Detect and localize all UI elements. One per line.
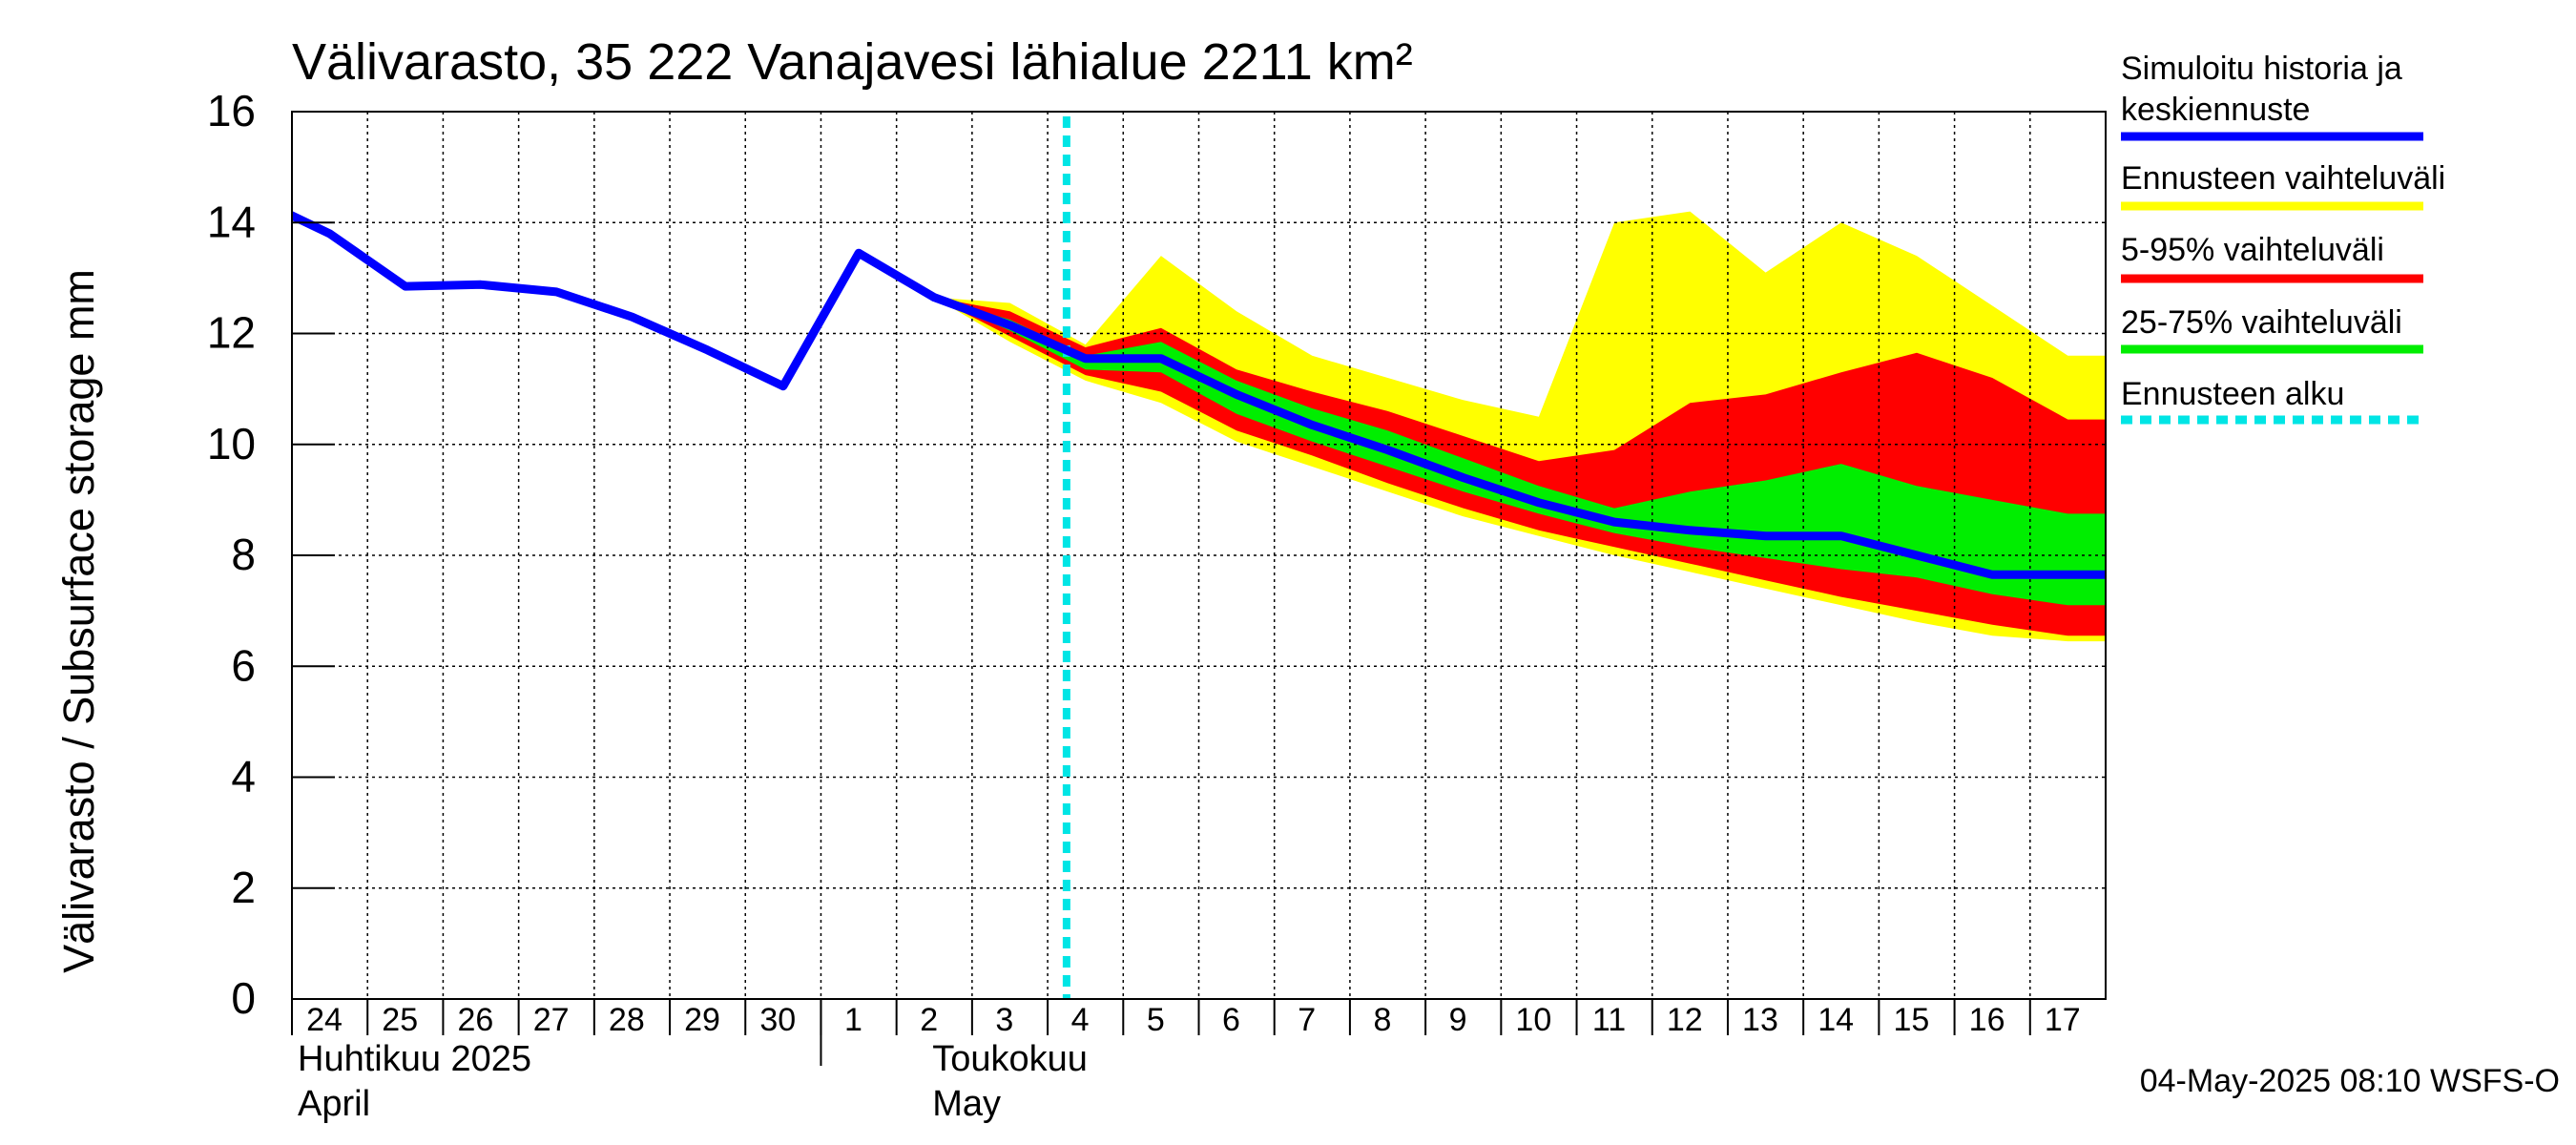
median-line (292, 211, 2106, 579)
x-tick-label: 25 (382, 1002, 418, 1038)
y-tick-label: 6 (231, 640, 256, 690)
median-series (292, 211, 2106, 579)
x-tick-label: 2 (920, 1002, 938, 1038)
x-tick-label: 9 (1449, 1002, 1467, 1038)
timestamp-label: 04-May-2025 08:10 WSFS-O (2140, 1063, 2560, 1099)
x-tick-label: 14 (1818, 1002, 1854, 1038)
x-tick-label: 6 (1222, 1002, 1240, 1038)
x-tick-label: 11 (1592, 1002, 1626, 1038)
y-tick-label: 14 (207, 197, 256, 246)
x-tick-label: 16 (1969, 1002, 2005, 1038)
y-axis-ticks: 0 2 4 6 8 10 12 14 16 (207, 86, 335, 1023)
y-tick-label: 16 (207, 86, 256, 135)
x-tick-label: 12 (1667, 1002, 1703, 1038)
x-tick-label: 4 (1071, 1002, 1090, 1038)
legend-label-25-75: 25-75% vaihteluväli (2121, 304, 2402, 341)
y-tick-label: 0 (231, 973, 256, 1023)
legend-label-ennusteen-alku: Ennusteen alku (2121, 376, 2344, 412)
legend-label-simuloitu-line1: Simuloitu historia ja (2121, 51, 2402, 87)
x-tick-label: 27 (533, 1002, 570, 1038)
month-label-fi: Toukokuu (932, 1039, 1088, 1079)
legend: Simuloitu historia ja keskiennuste Ennuste… (2121, 51, 2445, 425)
y-axis-label: Välivarasto / Subsurface storage mm (54, 269, 103, 973)
month-label-en: April (298, 1084, 370, 1124)
month-labels: Huhtikuu 2025 April Toukokuu May (298, 999, 1088, 1124)
x-tick-label: 7 (1298, 1002, 1316, 1038)
x-tick-label: 13 (1742, 1002, 1778, 1038)
y-tick-label: 4 (231, 752, 256, 802)
x-tick-label: 8 (1373, 1002, 1391, 1038)
x-axis-ticks: 24 25 26 27 28 29 30 1 2 3 4 5 6 7 8 9 10 11 12 13 14 15 16 17 (291, 999, 2081, 1038)
x-tick-label: 30 (759, 1002, 796, 1038)
month-label-fi: Huhtikuu 2025 (298, 1039, 531, 1079)
x-tick-label: 28 (609, 1002, 645, 1038)
x-tick-label: 1 (844, 1002, 862, 1038)
y-tick-label: 10 (207, 419, 256, 468)
month-label-en: May (932, 1084, 1001, 1124)
band-25-75 (934, 297, 2106, 606)
chart-title: Välivarasto, 35 222 Vanajavesi lähialue … (292, 33, 1413, 91)
x-tick-label: 3 (995, 1002, 1013, 1038)
legend-label-ennusteen-vaihteluvali: Ennusteen vaihteluväli (2121, 160, 2445, 197)
y-tick-label: 2 (231, 863, 256, 912)
x-tick-label: 26 (458, 1002, 494, 1038)
legend-label-simuloitu-line2: keskiennuste (2121, 92, 2310, 128)
x-tick-label: 15 (1893, 1002, 1929, 1038)
x-tick-label: 29 (684, 1002, 720, 1038)
y-tick-label: 8 (231, 530, 256, 579)
legend-label-5-95: 5-95% vaihteluväli (2121, 232, 2384, 268)
x-tick-label: 10 (1515, 1002, 1551, 1038)
x-tick-label: 5 (1147, 1002, 1165, 1038)
grid (292, 112, 2106, 999)
y-tick-label: 12 (207, 308, 256, 358)
x-tick-label: 24 (306, 1002, 343, 1038)
x-tick-label: 17 (2045, 1002, 2081, 1038)
